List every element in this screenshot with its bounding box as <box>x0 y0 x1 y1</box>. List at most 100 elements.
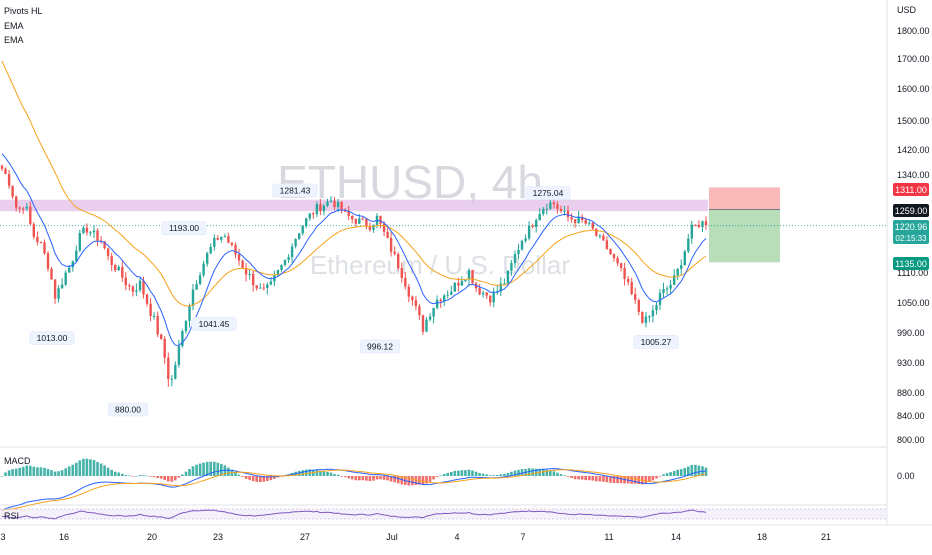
candle-body <box>259 287 262 289</box>
macd-histogram-bar <box>609 476 612 483</box>
candle-body <box>50 268 53 280</box>
candle-body <box>492 292 495 303</box>
macd-histogram-bar <box>159 476 163 479</box>
macd-label[interactable]: MACD <box>4 456 31 466</box>
macd-histogram-bar <box>241 476 244 477</box>
candle-body <box>230 242 234 245</box>
pivot-label-box <box>108 402 148 417</box>
macd-histogram-bar <box>128 475 131 477</box>
macd-histogram-bar <box>21 466 25 476</box>
macd-histogram-bar <box>375 476 379 480</box>
macd-histogram-bar <box>460 470 464 476</box>
candle-body <box>351 216 354 220</box>
macd-histogram-bar <box>396 476 400 484</box>
candle-body <box>319 204 322 212</box>
candle-body <box>648 316 651 318</box>
price-axis[interactable]: USD 1800.00 1700.00 1600.00 1500.00 1420.00 1… <box>897 5 930 445</box>
macd-histogram-bar <box>142 475 145 476</box>
macd-histogram-bar <box>113 471 117 476</box>
candle-body <box>344 210 347 212</box>
legend-ema-1[interactable]: EMA <box>4 21 24 31</box>
macd-histogram-bar <box>510 471 513 476</box>
macd-histogram-bar <box>393 476 396 483</box>
candle-body <box>329 200 333 202</box>
macd-histogram-bar <box>99 463 103 476</box>
candle-body <box>542 208 545 214</box>
candle-body <box>184 320 188 332</box>
candle-body <box>244 268 248 275</box>
macd-histogram-bar <box>662 474 665 476</box>
candle-body <box>227 236 230 243</box>
candle-body <box>39 242 43 243</box>
macd-histogram-bar <box>499 474 503 476</box>
price-tick-label: 990.00 <box>897 328 925 338</box>
time-axis[interactable]: 3 16 20 23 27 Jul 4 7 11 14 18 21 <box>0 532 831 542</box>
macd-histogram-bar <box>191 466 195 476</box>
macd-histogram-bar <box>301 470 304 476</box>
time-tick-label: 23 <box>213 532 223 542</box>
macd-histogram-bar <box>354 476 358 481</box>
candle-body <box>96 230 99 241</box>
macd-histogram-bar <box>64 468 67 476</box>
macd-histogram-bar <box>255 476 258 482</box>
macd-histogram-bar <box>89 459 92 476</box>
rsi-label[interactable]: RSI <box>4 511 19 521</box>
macd-axis-label: 0.00 <box>897 471 915 481</box>
macd-histogram-bar <box>361 476 365 481</box>
macd-histogram-bar <box>304 469 308 476</box>
macd-histogram-bar <box>520 469 524 476</box>
macd-histogram-bar <box>156 476 159 479</box>
macd-histogram-bar <box>152 476 156 477</box>
watermark-description: Ethereum / U.S. Dollar <box>310 250 570 280</box>
macd-histogram-bar <box>29 465 32 476</box>
candle-body <box>418 306 421 316</box>
candle-body <box>527 225 531 239</box>
macd-histogram-bar <box>336 474 340 476</box>
macd-signal-line <box>1 469 707 511</box>
macd-histogram-bar <box>11 469 14 476</box>
macd-histogram-bar <box>110 469 113 476</box>
candle-body <box>499 283 502 292</box>
legend-pivots[interactable]: Pivots HL <box>4 6 43 16</box>
macd-histogram-bar <box>103 465 106 476</box>
candle-body <box>145 294 149 304</box>
macd-histogram-bar <box>570 476 573 478</box>
candle-body <box>43 242 46 254</box>
pivot-label: 1005.27 <box>641 337 672 347</box>
candle-body <box>340 201 343 211</box>
time-tick-label: 27 <box>300 532 310 542</box>
price-tick-label: 800.00 <box>897 435 925 445</box>
target-badge: 1135.00 <box>893 257 929 270</box>
candle-body <box>167 357 170 379</box>
time-tick-label: 7 <box>520 532 525 542</box>
macd-histogram-bar <box>577 476 580 480</box>
pivot-label: 880.00 <box>115 405 141 415</box>
macd-histogram-bar <box>694 464 697 476</box>
candle-body <box>347 210 350 216</box>
legend-ema-2[interactable]: EMA <box>4 35 24 45</box>
candle-body <box>354 219 357 224</box>
macd-histogram-bar <box>584 476 587 481</box>
candle-body <box>294 239 297 247</box>
macd-histogram-bar <box>297 470 301 476</box>
candle-body <box>602 235 605 241</box>
macd-histogram-bar <box>60 470 64 476</box>
macd-histogram-bar <box>425 476 428 484</box>
macd-histogram-bar <box>464 470 467 476</box>
macd-histogram-bar <box>697 465 701 476</box>
candle-body <box>563 210 566 212</box>
candle-body <box>552 202 556 205</box>
candle-body <box>29 206 32 225</box>
candle-body <box>333 200 336 208</box>
price-tick-label: 930.00 <box>897 358 925 368</box>
macd-histogram-bar <box>542 469 545 476</box>
macd-histogram-bar <box>124 475 128 476</box>
candle-body <box>411 296 414 301</box>
macd-histogram-bar <box>177 476 181 478</box>
macd-histogram-bar <box>347 476 350 479</box>
macd-histogram-bar <box>273 476 276 479</box>
macd-histogram-bar <box>244 476 248 479</box>
pivot-label: 1041.45 <box>199 319 230 329</box>
